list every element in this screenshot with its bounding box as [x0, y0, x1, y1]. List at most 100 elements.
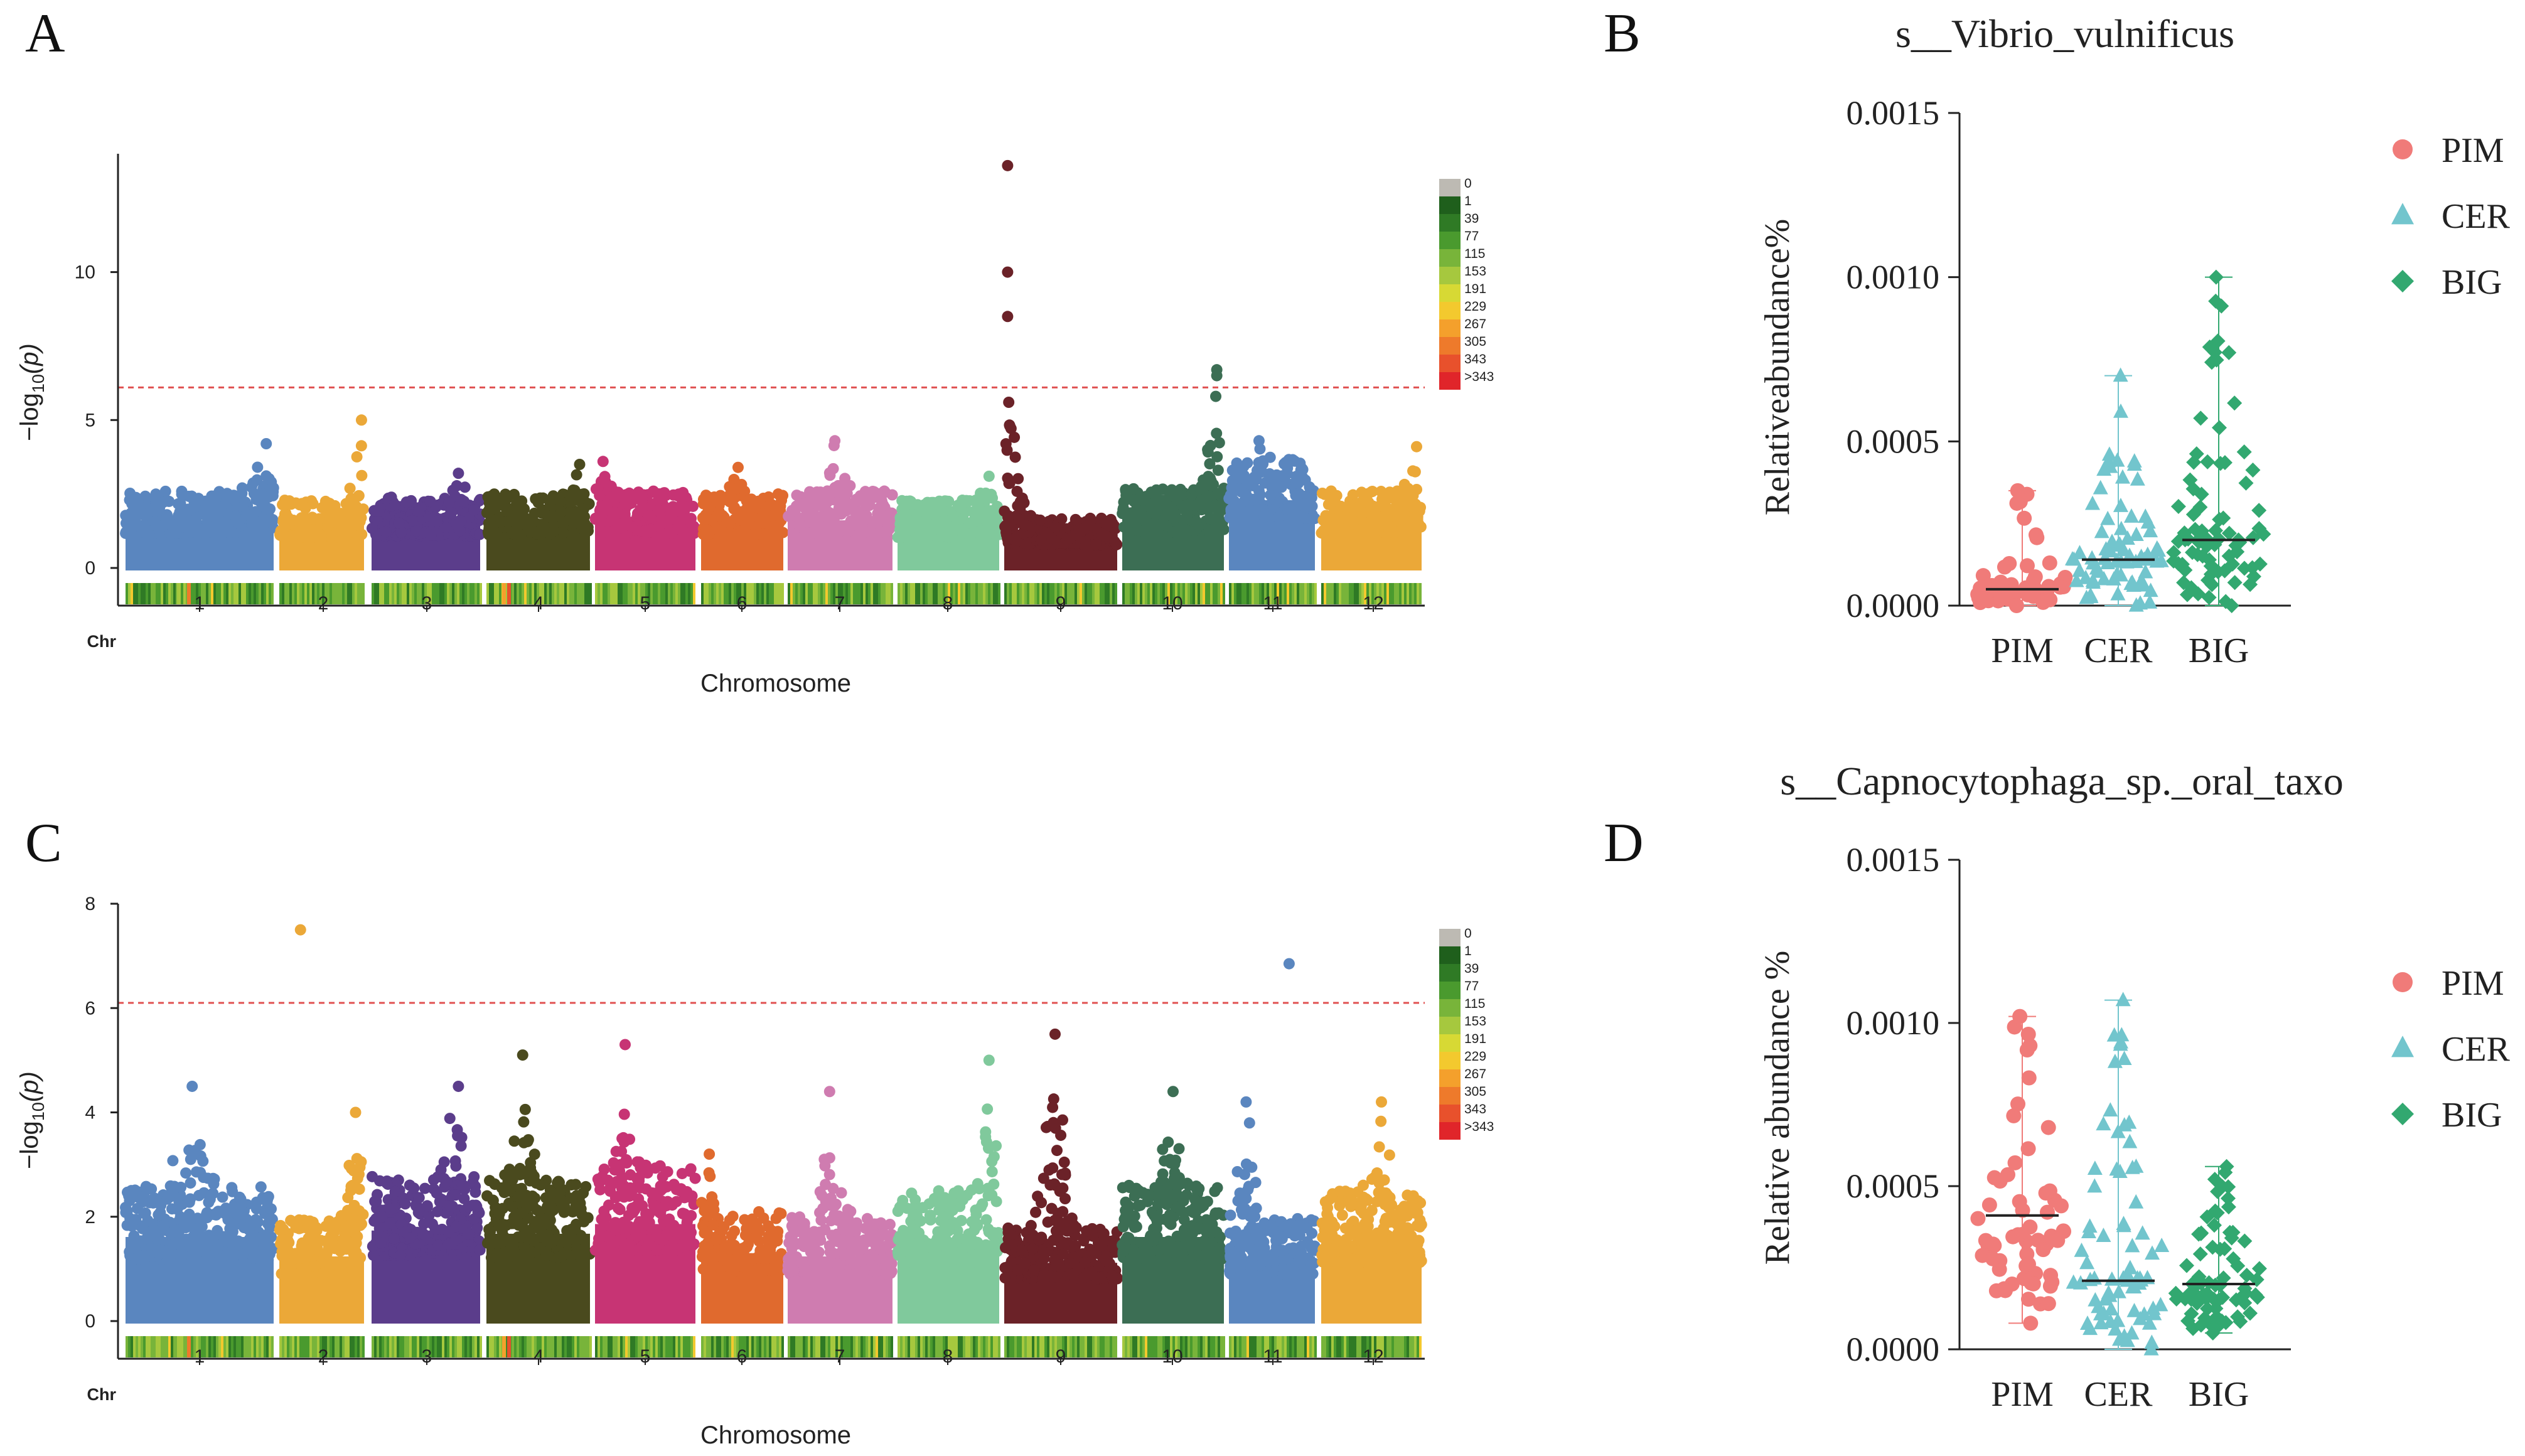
snp-point — [897, 1232, 909, 1244]
snp-point — [275, 1219, 287, 1231]
snp-point — [689, 1172, 701, 1184]
snp-point — [1211, 451, 1223, 463]
snp-point — [666, 527, 678, 539]
snp-point — [931, 1192, 943, 1204]
density-bin — [1007, 583, 1009, 604]
snp-point — [977, 1243, 989, 1255]
density-bin — [579, 583, 582, 604]
snp-point — [938, 518, 950, 530]
density-bin — [933, 583, 935, 604]
density-bin — [1294, 583, 1297, 604]
snp-point — [419, 1182, 431, 1194]
density-bin — [317, 583, 319, 604]
snp-point — [185, 1177, 196, 1189]
density-bin — [554, 583, 557, 604]
density-bin — [223, 583, 226, 604]
density-bin — [1218, 583, 1220, 604]
density-bin — [731, 583, 734, 604]
density-bin — [840, 583, 843, 604]
density-bin — [764, 583, 766, 604]
snp-point — [947, 1217, 959, 1229]
snp-point — [554, 1186, 566, 1198]
density-bin — [915, 583, 918, 604]
snp-point — [459, 481, 471, 493]
density-bin — [1344, 583, 1346, 604]
snp-point — [700, 1251, 712, 1263]
density-bin — [845, 583, 848, 604]
peak-snp-point — [597, 456, 609, 468]
density-bin — [1282, 583, 1284, 604]
density-bin — [432, 583, 434, 604]
snp-point — [308, 524, 319, 536]
density-bin — [769, 583, 771, 604]
density-bin — [938, 583, 940, 604]
snp-point — [192, 495, 204, 506]
snp-point — [763, 1220, 775, 1232]
snp-density-strip — [126, 583, 1422, 604]
density-bin — [1090, 583, 1092, 604]
snp-point — [737, 1246, 749, 1258]
snp-point — [304, 1229, 316, 1241]
snp-point — [667, 512, 678, 524]
chromosome-6-points — [697, 461, 789, 570]
density-bin — [1162, 583, 1165, 604]
density-bin — [332, 583, 335, 604]
density-bin — [203, 583, 206, 604]
snp-point — [481, 1190, 493, 1202]
density-bin — [1042, 583, 1044, 604]
density-bin — [830, 583, 833, 604]
snp-point — [356, 469, 368, 481]
snp-point — [120, 510, 132, 522]
density-bin — [988, 583, 990, 604]
significant-snp-point — [1002, 311, 1014, 323]
snp-point — [468, 504, 480, 516]
density-bin — [206, 583, 208, 604]
peak-snp-point — [186, 1080, 198, 1092]
snp-point — [217, 1191, 228, 1203]
density-bin — [650, 583, 653, 604]
density-bin — [524, 583, 527, 604]
density-bin — [1102, 583, 1105, 604]
density-bin — [372, 583, 374, 604]
snp-point — [373, 505, 385, 517]
snp-point — [1246, 511, 1258, 523]
snp-point — [968, 1236, 980, 1248]
snp-point — [930, 1245, 942, 1257]
snp-point — [818, 1154, 830, 1165]
density-bin — [1130, 583, 1132, 604]
density-bin — [437, 583, 439, 604]
density-bin — [868, 583, 871, 604]
snp-point — [132, 495, 144, 507]
density-bin — [1241, 583, 1244, 604]
snp-point — [851, 511, 863, 523]
density-bin — [208, 583, 211, 604]
snp-point — [1275, 481, 1287, 493]
snp-point — [1320, 510, 1332, 522]
snp-point — [334, 510, 346, 522]
density-bin — [660, 583, 663, 604]
density-bin — [1150, 583, 1152, 604]
density-bin — [191, 583, 193, 604]
density-bin — [898, 583, 900, 604]
density-bin — [457, 583, 459, 604]
snp-point — [388, 1233, 400, 1245]
snp-point — [230, 510, 242, 522]
snp-point — [469, 1186, 481, 1198]
snp-point — [221, 488, 233, 500]
density-bin — [1376, 583, 1379, 604]
density-bin — [930, 583, 933, 604]
density-bin — [673, 583, 675, 604]
density-bin — [716, 583, 719, 604]
snp-point — [618, 1108, 630, 1120]
density-bin — [643, 583, 645, 604]
snp-point — [552, 1177, 564, 1189]
snp-point — [510, 1212, 522, 1224]
snp-point — [738, 528, 750, 540]
snp-point — [760, 528, 772, 540]
snp-point — [1355, 525, 1367, 537]
snp-point — [246, 526, 258, 538]
density-bin — [779, 583, 781, 604]
legend-swatch — [1439, 372, 1461, 390]
snp-point — [153, 1248, 165, 1260]
density-bin — [1137, 583, 1140, 604]
